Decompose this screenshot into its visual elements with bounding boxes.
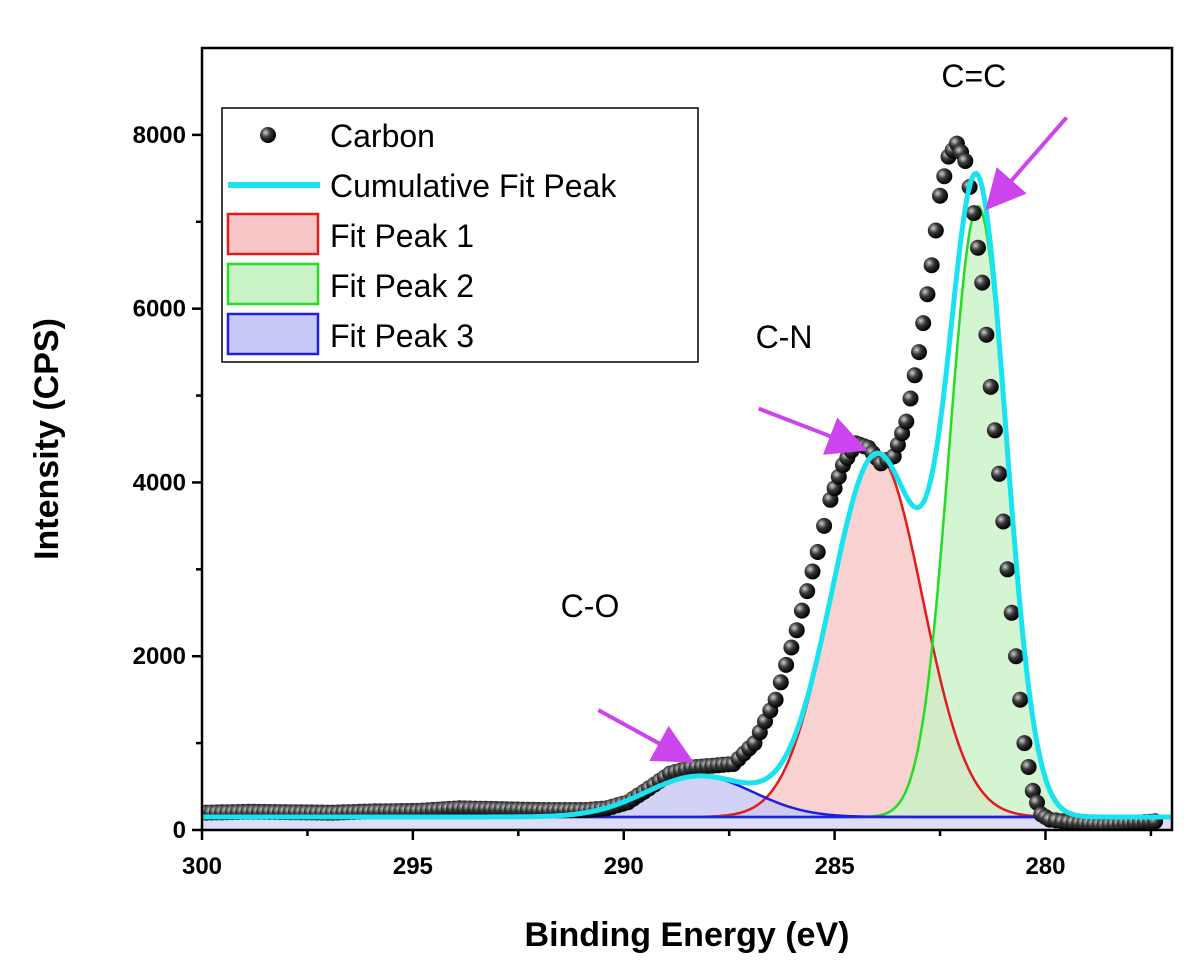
- carbon-data-point: [902, 390, 919, 407]
- legend-peak3-label: Fit Peak 3: [330, 318, 474, 354]
- legend-peak2-swatch: [226, 262, 320, 306]
- carbon-data-point: [915, 315, 932, 332]
- fit-peak-3-area: [202, 776, 1172, 817]
- legend-peak1-label: Fit Peak 1: [330, 218, 474, 254]
- carbon-data-point: [772, 674, 789, 691]
- carbon-data-point: [995, 513, 1012, 530]
- carbon-data-point: [965, 205, 982, 222]
- carbon-data-point: [1016, 735, 1033, 752]
- y-axis-title: Intensity (CPS): [28, 318, 66, 560]
- legend-peak3-swatch: [226, 312, 320, 356]
- y-axis-ticks: 0 2000 4000 6000 8000: [133, 122, 202, 844]
- carbon-data-point: [1008, 648, 1024, 665]
- x-tick-label: 300: [182, 853, 222, 880]
- carbon-data-point: [978, 326, 995, 343]
- x-tick-label: 290: [604, 853, 644, 880]
- carbon-data-point: [809, 544, 826, 560]
- fit-peak-areas: [202, 206, 1172, 830]
- legend-carbon-label: Carbon: [330, 118, 435, 154]
- fit-peak-2-area: [202, 206, 1172, 818]
- carbon-data-point: [999, 561, 1016, 578]
- y-tick-label: 0: [173, 817, 186, 844]
- carbon-data-point: [793, 602, 810, 619]
- legend-peak1-swatch: [226, 212, 320, 256]
- carbon-data-point: [1020, 759, 1037, 775]
- carbon-data-point: [898, 413, 915, 430]
- annotation-label: C-N: [756, 319, 813, 355]
- peak-annotations: C=C C-N C-O: [561, 58, 1069, 763]
- legend: Carbon Cumulative Fit Peak Fit Peak 1 Fi…: [221, 107, 699, 363]
- x-tick-label: 285: [815, 853, 855, 880]
- carbon-data-point: [778, 656, 795, 673]
- carbon-data-point: [957, 153, 974, 169]
- carbon-data-point: [804, 563, 821, 580]
- annotation-arrow: [985, 116, 1069, 211]
- carbon-data-point: [783, 639, 800, 656]
- annotation-label: C=C: [941, 58, 1006, 94]
- legend-peak2-label: Fit Peak 2: [330, 268, 474, 304]
- y-tick-label: 8000: [133, 122, 186, 149]
- carbon-data-point: [788, 622, 805, 639]
- plot-frame: [200, 46, 1174, 832]
- carbon-data-point: [1003, 604, 1020, 621]
- carbon-data-point: [911, 344, 927, 361]
- x-axis-title: Binding Energy (eV): [525, 916, 850, 954]
- y-tick-label: 4000: [133, 469, 186, 496]
- carbon-data-point: [991, 465, 1008, 482]
- carbon-data-point: [919, 286, 936, 303]
- cumulative-fit-line: [202, 170, 1172, 820]
- x-axis-ticks: 300 295 290 285 280: [182, 830, 1153, 880]
- x-tick-label: 280: [1025, 853, 1065, 880]
- carbon-data-point: [767, 691, 784, 708]
- x-tick-label: 295: [393, 853, 433, 880]
- carbon-data-point: [816, 517, 833, 534]
- y-tick-label: 6000: [133, 296, 186, 323]
- carbon-data-point: [970, 239, 986, 256]
- y-tick-label: 2000: [133, 643, 186, 670]
- annotation-arrow: [597, 708, 695, 763]
- carbon-data-point: [974, 274, 991, 291]
- carbon-data-point: [799, 583, 816, 600]
- legend-carbon-marker: [260, 127, 276, 143]
- annotation-arrow: [757, 406, 868, 455]
- legend-cumulative-label: Cumulative Fit Peak: [330, 168, 617, 204]
- carbon-data-point: [986, 422, 1003, 439]
- baseline-fill: [202, 816, 1172, 830]
- carbon-data-point: [982, 378, 999, 395]
- carbon-data-point: [932, 187, 948, 204]
- carbon-data-point: [936, 168, 953, 185]
- carbon-data-point: [1012, 691, 1029, 708]
- carbon-data-point: [923, 257, 940, 274]
- carbon-data-point: [906, 367, 923, 384]
- cumulative-fit-path: [202, 170, 1172, 820]
- carbon-data-point: [927, 222, 944, 239]
- annotation-label: C-O: [561, 588, 620, 624]
